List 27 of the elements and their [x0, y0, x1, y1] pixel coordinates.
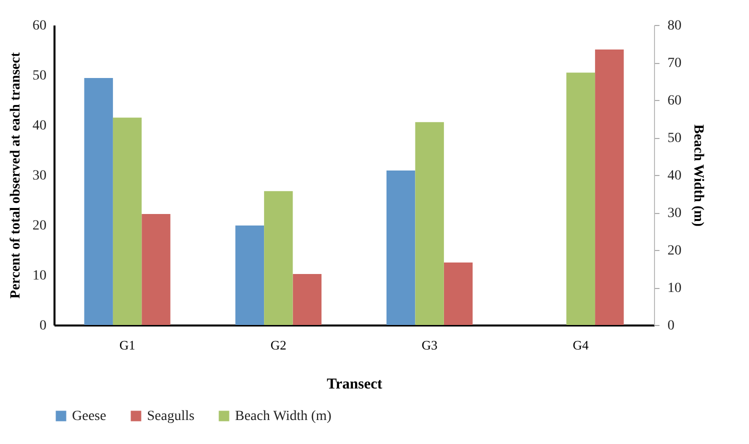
- x-tick-label: G2: [270, 338, 286, 352]
- y-tick-label: 40: [32, 118, 46, 134]
- x-tick-label: G3: [422, 338, 438, 352]
- x-tick-label: G4: [572, 338, 590, 352]
- y-tick-label: 50: [32, 68, 46, 84]
- x-axis-title: Transect: [326, 376, 382, 392]
- y-tick-label: 20: [32, 218, 46, 234]
- y-tick-label: 60: [32, 18, 46, 34]
- y2-tick-label: 50: [668, 131, 682, 146]
- x-tick-label: G1: [119, 338, 136, 352]
- y-axis-title: Percent of total observed at each transect: [8, 52, 24, 299]
- bar: [444, 262, 473, 325]
- legend-label: Seagulls: [147, 409, 194, 424]
- y-tick-label: 10: [32, 268, 46, 284]
- y2-tick-label: 40: [668, 168, 682, 184]
- y2-tick-label: 20: [668, 244, 682, 258]
- y2-tick-label: 60: [668, 94, 682, 108]
- y2-tick-label: 0: [668, 318, 674, 334]
- y-tick-label: 0: [40, 318, 46, 334]
- y2-tick-label: 10: [668, 281, 682, 296]
- y2-tick-label: 30: [668, 206, 682, 221]
- y2-tick-label: 70: [668, 56, 682, 71]
- y2-axis-title: Beach Width (m): [690, 124, 706, 227]
- y2-tick-label: 80: [668, 18, 682, 34]
- legend-label: Geese: [72, 409, 106, 424]
- y-tick-label: 30: [32, 168, 46, 184]
- legend-label: Beach Width (m): [235, 409, 332, 424]
